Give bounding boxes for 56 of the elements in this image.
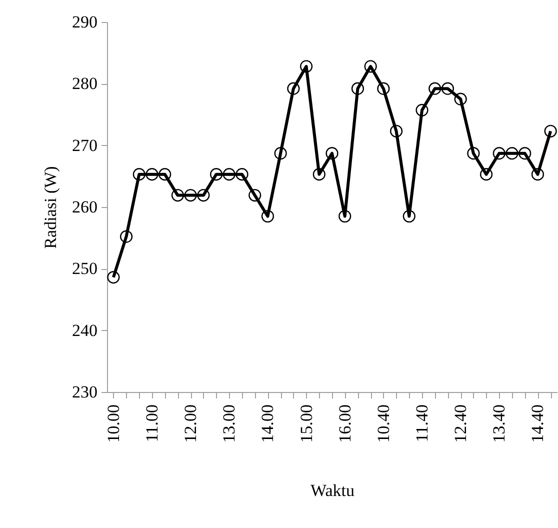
point bbox=[300, 60, 313, 73]
x-tick-label: 12.00 bbox=[181, 404, 200, 443]
point bbox=[236, 168, 248, 181]
point bbox=[171, 188, 184, 202]
x-tick-label: 15.00 bbox=[296, 404, 316, 443]
point bbox=[184, 188, 197, 202]
point bbox=[338, 210, 352, 223]
y-axis-title: Radiasi (W) bbox=[41, 166, 60, 249]
x-tick-label: 14.00 bbox=[258, 404, 278, 443]
x-tick-label: 16.00 bbox=[335, 404, 354, 443]
point bbox=[531, 168, 544, 181]
y-tick-label: 290 bbox=[72, 12, 98, 32]
point bbox=[132, 168, 146, 181]
x-tick-label: 11.00 bbox=[142, 404, 162, 442]
point bbox=[120, 230, 133, 243]
x-tick-label: 14.40 bbox=[528, 404, 548, 443]
point bbox=[402, 210, 416, 223]
point bbox=[222, 168, 236, 181]
point bbox=[377, 82, 390, 95]
point bbox=[492, 147, 506, 160]
point bbox=[467, 147, 480, 160]
point bbox=[506, 147, 518, 160]
point bbox=[480, 168, 493, 181]
point bbox=[107, 271, 120, 284]
point bbox=[287, 82, 300, 95]
point bbox=[416, 104, 428, 116]
point bbox=[364, 60, 377, 73]
point bbox=[326, 147, 338, 160]
point bbox=[351, 82, 364, 95]
x-tick-label: 10.40 bbox=[374, 404, 393, 443]
point bbox=[261, 210, 274, 223]
point bbox=[210, 168, 223, 181]
point bbox=[544, 124, 557, 138]
point bbox=[312, 168, 326, 181]
y-tick-label: 250 bbox=[72, 259, 98, 278]
point bbox=[428, 82, 442, 95]
point bbox=[158, 168, 172, 181]
x-axis-title: Waktu bbox=[310, 480, 355, 500]
x-tick-label: 13.00 bbox=[220, 404, 239, 443]
point bbox=[390, 124, 403, 138]
y-tick-label: 270 bbox=[72, 136, 98, 155]
x-tick-label: 10.00 bbox=[104, 404, 123, 443]
point bbox=[197, 188, 210, 202]
point bbox=[454, 92, 467, 106]
point bbox=[441, 82, 454, 95]
point bbox=[274, 147, 287, 160]
point bbox=[248, 188, 262, 202]
x-tick-label: 11.40 bbox=[412, 404, 432, 442]
point bbox=[146, 168, 158, 181]
x-tick-label: 13.40 bbox=[490, 404, 509, 443]
y-tick-label: 280 bbox=[72, 74, 98, 94]
y-tick-label: 260 bbox=[72, 198, 98, 216]
y-tick-label: 240 bbox=[72, 320, 98, 340]
y-tick-label: 230 bbox=[72, 382, 98, 402]
x-tick-label: 12.40 bbox=[451, 404, 470, 443]
point bbox=[518, 147, 532, 160]
